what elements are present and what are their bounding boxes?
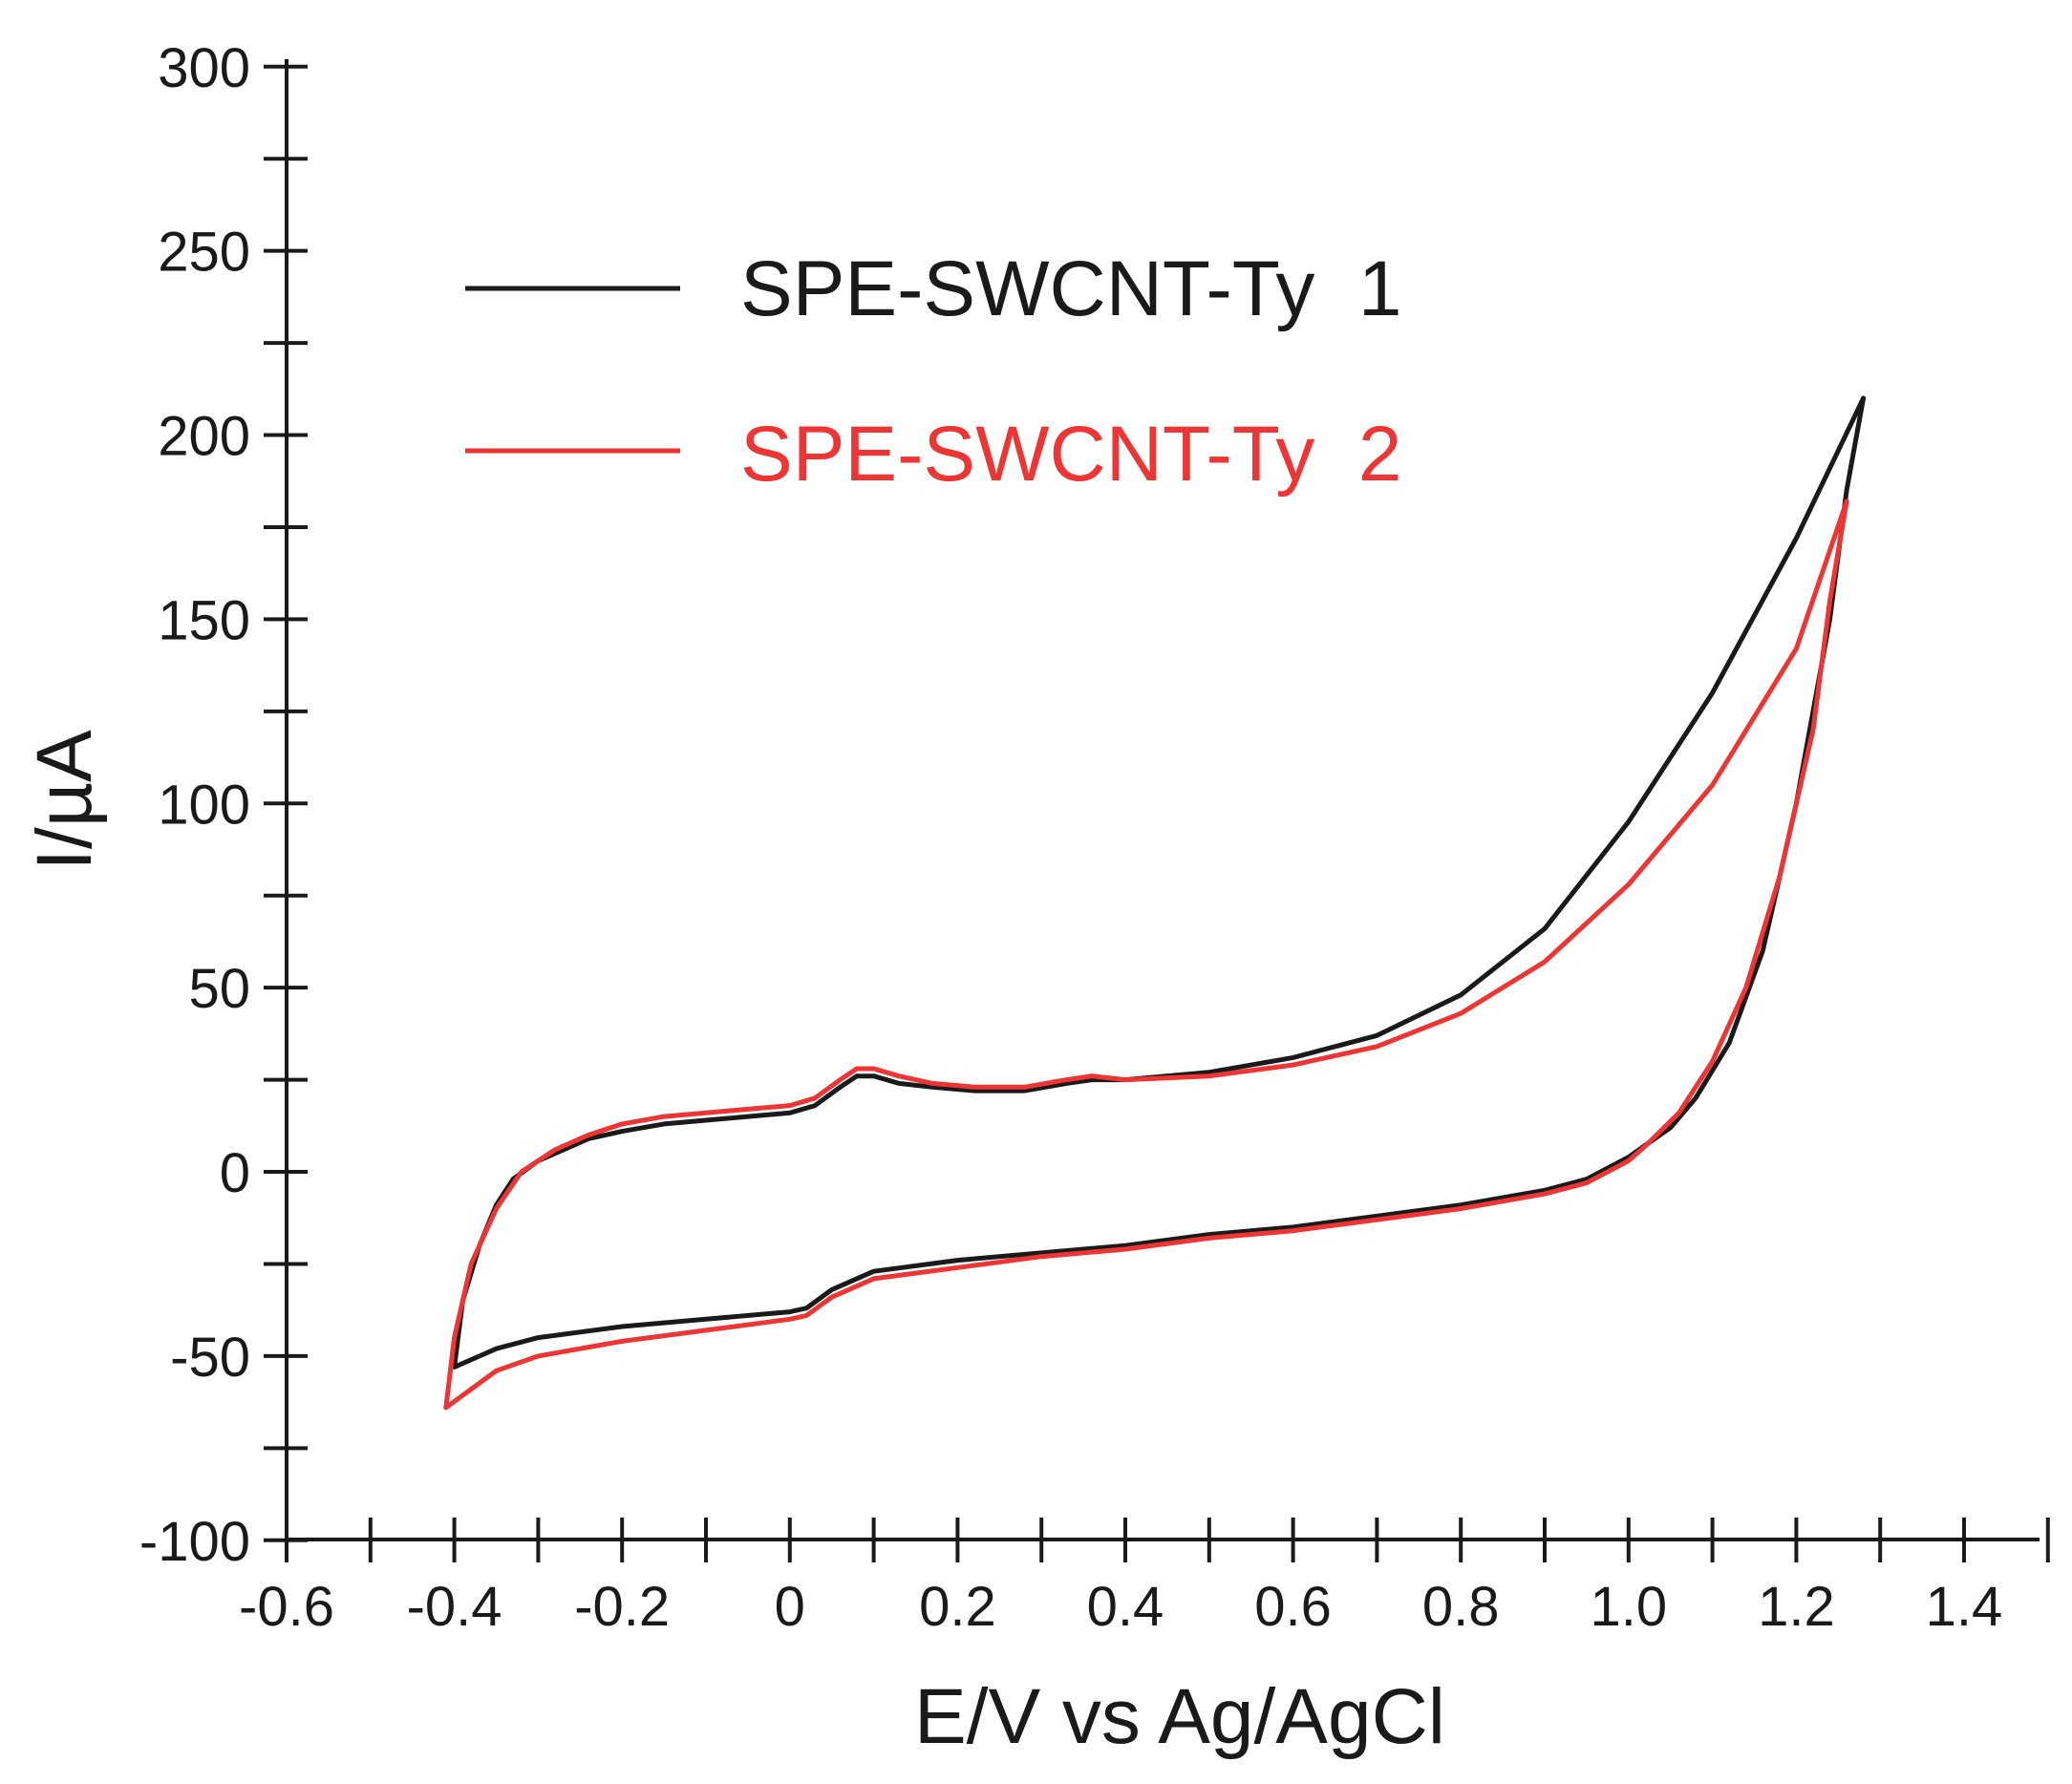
y-tick-label: 0 [220,1142,250,1204]
x-tick-label: 1.4 [1926,1576,2003,1638]
y-ticks: -100 -50 0 50 100 150 200 250 300 [139,37,308,1573]
x-tick-label: 0.2 [919,1576,996,1638]
y-tick-label: -100 [139,1511,250,1573]
x-tick-label: 1.2 [1758,1576,1835,1638]
x-tick-label: -0.4 [407,1576,502,1638]
x-tick-label: -0.2 [574,1576,670,1638]
series-2-curve [443,499,1849,1411]
x-tick-label: 0.8 [1422,1576,1500,1638]
y-tick-label: 50 [188,958,250,1020]
y-tick-label: 100 [158,774,250,836]
y-axis-title: I/µA [21,730,108,871]
series-1-curve [452,395,1867,1370]
y-tick-label: 300 [158,37,250,99]
legend-label-series-2: SPE-SWCNT-Ty 2 [740,411,1402,498]
axes [285,59,2040,1541]
x-ticks: -0.6 -0.4 -0.2 0 0.2 0.4 0.6 0.8 1.0 1.2 1.4 [239,1518,2050,1638]
series-layer [443,395,1867,1411]
y-tick-label: 250 [158,222,250,284]
x-tick-label: 0 [775,1576,805,1638]
legend: SPE-SWCNT-Ty 1 SPE-SWCNT-Ty 2 [465,245,1402,498]
y-tick-label: 200 [158,406,250,468]
x-tick-label: 0.6 [1254,1576,1332,1638]
y-tick-label: 150 [158,589,250,651]
x-tick-label: -0.6 [239,1576,334,1638]
x-axis-title: E/V vs Ag/AgCl [914,1673,1445,1760]
x-tick-label: 0.4 [1087,1576,1164,1638]
legend-label-series-1: SPE-SWCNT-Ty 1 [740,245,1402,332]
x-tick-label: 1.0 [1590,1576,1667,1638]
y-tick-label: -50 [170,1327,250,1389]
